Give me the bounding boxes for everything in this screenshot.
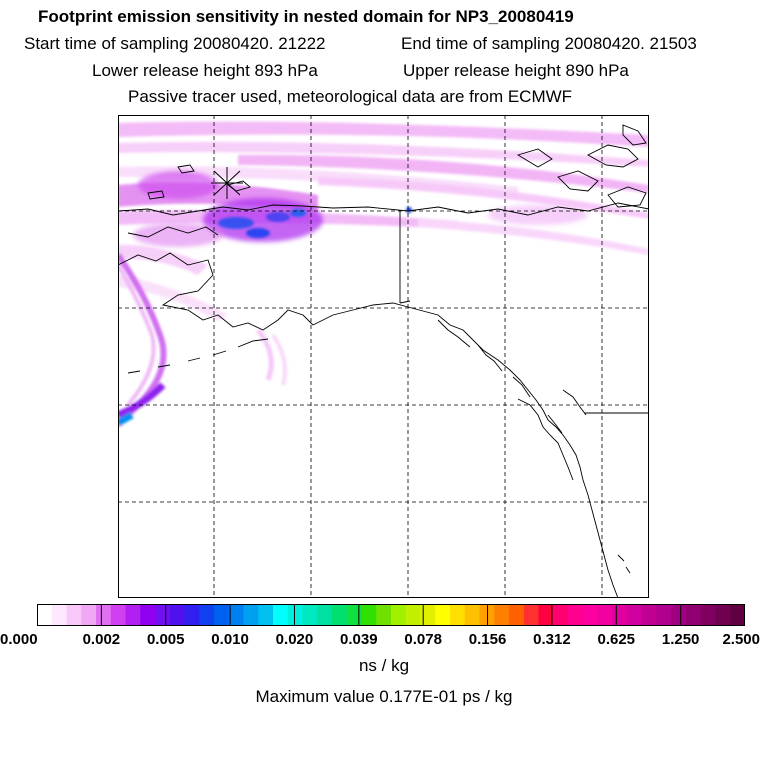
- colorbar-tick-label: 0.005: [146, 631, 185, 648]
- start-time-label: Start time of sampling 20080420. 21222: [24, 34, 326, 53]
- colorbar-cell: [332, 604, 348, 626]
- colorbar-cell: [612, 604, 628, 626]
- release-site-marker: [211, 167, 243, 199]
- colorbar-cell: [391, 604, 407, 626]
- colorbar-tick-label: 2.500: [722, 631, 760, 648]
- colorbar-tick-label: 0.020: [275, 631, 314, 648]
- colorbar-cell: [376, 604, 392, 626]
- colorbar-cell: [494, 604, 510, 626]
- colorbar: [37, 604, 745, 626]
- colorbar-cell: [273, 604, 289, 626]
- colorbar-cell: [214, 604, 230, 626]
- colorbar-cell: [582, 604, 598, 626]
- plot-title: Footprint emission sensitivity in nested…: [38, 7, 574, 26]
- lat-lon-grid: [118, 115, 649, 598]
- colorbar-tick-label: 0.039: [340, 631, 378, 648]
- colorbar-cell: [523, 604, 539, 626]
- colorbar-cell: [553, 604, 569, 626]
- colorbar-cell: [96, 604, 112, 626]
- colorbar-tick-label: 0.000: [0, 631, 38, 648]
- colorbar-cell: [155, 604, 171, 626]
- colorbar-tick-label: 0.625: [597, 631, 636, 648]
- colorbar-cell: [405, 604, 421, 626]
- colorbar-cell: [420, 604, 436, 626]
- colorbar-cell: [346, 604, 362, 626]
- colorbar-cell: [110, 604, 126, 626]
- colorbar-cell: [641, 604, 657, 626]
- colorbar-cell: [169, 604, 185, 626]
- colorbar-cell: [302, 604, 318, 626]
- colorbar-cell: [140, 604, 156, 626]
- colorbar-tick-label: 0.078: [404, 631, 442, 648]
- map-canvas: [118, 115, 649, 598]
- colorbar-cell: [317, 604, 333, 626]
- colorbar-units: ns / kg: [358, 656, 410, 675]
- upper-release-label: Upper release height 890 hPa: [403, 61, 629, 80]
- colorbar-cell: [258, 604, 274, 626]
- map-panel: [118, 115, 649, 598]
- colorbar-cell: [199, 604, 215, 626]
- colorbar-cell: [450, 604, 466, 626]
- colorbar-tick-label: 0.312: [533, 631, 571, 648]
- colorbar-cell: [700, 604, 716, 626]
- colorbar-cell: [361, 604, 377, 626]
- colorbar-cell: [464, 604, 480, 626]
- colorbar-cell: [243, 604, 259, 626]
- colorbar-cell: [51, 604, 67, 626]
- colorbar-cell: [671, 604, 687, 626]
- colorbar-cell: [686, 604, 702, 626]
- colorbar-tick-label: 0.156: [468, 631, 507, 648]
- colorbar-cell: [228, 604, 244, 626]
- colorbar-cell: [125, 604, 141, 626]
- colorbar-tick-label: 0.010: [211, 631, 249, 648]
- colorbar-cell: [435, 604, 451, 626]
- colorbar-cell: [184, 604, 200, 626]
- tracer-note: Passive tracer used, meteorological data…: [128, 87, 573, 106]
- colorbar-cell: [66, 604, 82, 626]
- colorbar-tick-label: 0.002: [82, 631, 121, 648]
- colorbar-cell: [627, 604, 643, 626]
- colorbar-cell: [656, 604, 672, 626]
- colorbar-cell: [715, 604, 731, 626]
- lower-release-label: Lower release height 893 hPa: [92, 61, 318, 80]
- colorbar-cell: [81, 604, 97, 626]
- colorbar-cell: [287, 604, 303, 626]
- colorbar-cell: [568, 604, 584, 626]
- colorbar-cell: [509, 604, 525, 626]
- colorbar-cell: [538, 604, 554, 626]
- colorbar-tick-label: 1.250: [661, 631, 700, 648]
- colorbar-cell: [37, 604, 53, 626]
- colorbar-cell: [730, 604, 745, 626]
- end-time-label: End time of sampling 20080420. 21503: [401, 34, 697, 53]
- colorbar-cell: [597, 604, 613, 626]
- maximum-value-label: Maximum value 0.177E-01 ps / kg: [255, 687, 513, 706]
